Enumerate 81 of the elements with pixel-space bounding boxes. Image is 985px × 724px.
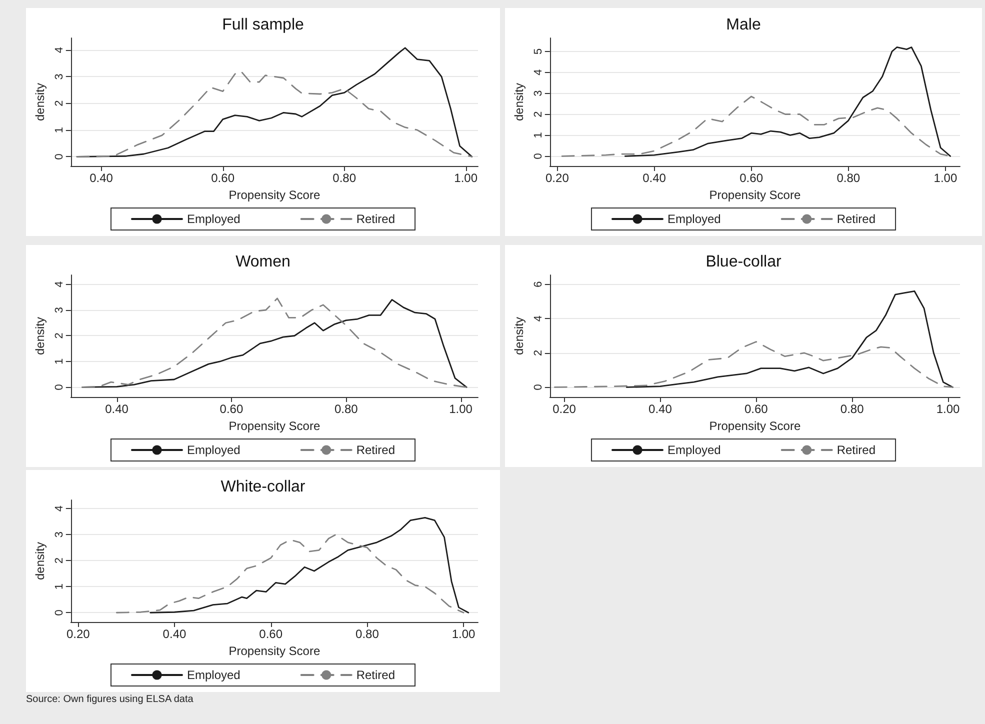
x-tick-label: 0.20 [66,627,90,641]
x-tick-label: 0.80 [356,627,380,641]
legend-label: Retired [356,668,396,682]
x-tick-label: 1.00 [452,627,476,641]
x-tick-label: 0.40 [105,402,129,416]
x-tick-label: 0.40 [90,171,114,185]
chart-title: Women [236,254,290,270]
line-series [76,70,473,158]
x-tick-label: 0.60 [211,171,235,185]
legend-label: Employed [186,212,240,226]
y-tick-label: 0 [53,610,66,616]
y-tick-label: 1 [53,584,66,590]
y-tick-label: 4 [53,506,66,512]
legend-label: Employed [186,668,240,682]
y-tick-label: 2 [532,111,544,118]
legend-label: Retired [836,443,876,457]
x-tick-label: 0.40 [648,402,672,416]
y-axis-title: density [33,542,47,580]
x-axis-title: Propensity Score [228,418,320,433]
y-tick-label: 2 [53,558,66,564]
line-series [116,534,464,614]
y-tick-label: 4 [53,281,66,288]
x-tick-label: 0.40 [642,171,666,185]
x-axis-title: Propensity Score [228,188,320,202]
x-tick-label: 0.60 [259,627,283,641]
y-tick-label: 2 [532,350,544,356]
y-tick-label: 1 [532,132,544,138]
y-tick-label: 0 [53,154,66,160]
y-axis-title: density [33,82,47,122]
x-tick-label: 0.80 [334,402,358,416]
legend-label: Employed [667,212,721,226]
y-tick-label: 3 [53,306,66,314]
y-tick-label: 5 [532,48,544,54]
x-axis-title: Propensity Score [709,188,801,202]
chart-title: Full sample [222,16,304,34]
y-axis-title: density [33,316,47,356]
x-tick-label: 1.00 [934,171,958,185]
x-tick-label: 1.00 [454,171,478,185]
legend-label: Retired [836,212,876,226]
legend-label: Retired [356,212,396,226]
y-tick-label: 6 [532,281,544,288]
legend-label: Employed [186,443,240,457]
x-tick-label: 1.00 [449,402,473,416]
line-series [626,290,954,388]
x-tick-label: 0.80 [840,402,864,416]
y-tick-label: 4 [532,69,544,76]
y-tick-label: 2 [53,332,66,339]
x-tick-label: 0.20 [552,402,576,416]
chart-title: Blue-collar [706,254,782,270]
y-tick-label: 2 [53,100,66,106]
y-tick-label: 0 [532,153,544,160]
line-series [554,341,954,388]
x-axis-title: Propensity Score [228,644,320,658]
y-tick-label: 3 [532,90,544,96]
x-tick-label: 0.60 [740,171,764,185]
line-series [624,46,951,157]
y-axis-title: density [512,316,526,356]
y-axis-title: density [512,82,526,122]
y-tick-label: 0 [532,384,544,390]
legend-label: Retired [356,443,396,457]
y-tick-label: 4 [53,46,66,54]
x-tick-label: 0.40 [162,627,186,641]
y-tick-label: 4 [532,316,544,322]
line-series [561,96,951,157]
y-tick-label: 0 [53,384,66,390]
x-tick-label: 0.60 [744,402,768,416]
legend-label: Employed [667,443,721,457]
source-note: Source: Own figures using ELSA data [26,694,194,705]
x-tick-label: 1.00 [936,402,960,416]
chart-title: Male [726,16,761,34]
x-tick-label: 0.80 [836,171,860,185]
y-tick-label: 3 [53,74,66,80]
x-tick-label: 0.80 [332,171,356,185]
y-tick-label: 1 [53,358,66,365]
y-tick-label: 1 [53,126,66,134]
line-series [150,516,470,614]
x-tick-label: 0.20 [546,171,570,185]
chart-title: White-collar [220,478,306,496]
x-axis-title: Propensity Score [709,418,801,433]
x-tick-label: 0.60 [220,402,244,416]
y-tick-label: 3 [53,532,66,538]
